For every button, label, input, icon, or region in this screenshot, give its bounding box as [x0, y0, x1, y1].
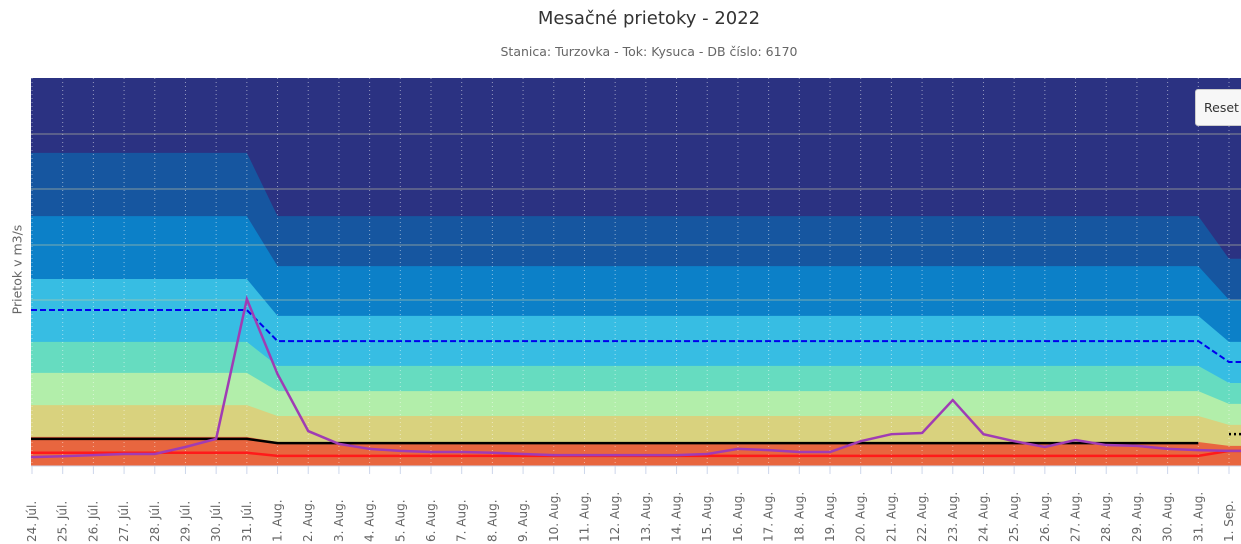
x-tick-label: 1. Aug. — [271, 499, 285, 542]
x-tick-label: 11. Aug. — [577, 492, 591, 542]
x-tick-label: 28. Aug. — [1099, 492, 1113, 542]
x-tick-label: 30. Aug. — [1161, 492, 1175, 542]
x-tick-label: 29. Aug. — [1130, 492, 1144, 542]
x-tick-label: 10. Aug. — [547, 492, 561, 542]
x-tick-label: 24. Aug. — [976, 492, 990, 542]
x-tick-label: 21. Aug. — [884, 492, 898, 542]
x-tick-label: 28. Júl. — [148, 501, 162, 542]
x-tick-label: 23. Aug. — [946, 492, 960, 542]
x-tick-label: 26. Júl. — [86, 501, 100, 542]
x-tick-label: 6. Aug. — [424, 499, 438, 542]
x-tick-label: 5. Aug. — [393, 499, 407, 542]
x-tick-label: 31. Aug. — [1191, 492, 1205, 542]
x-tick-label: 26. Aug. — [1038, 492, 1052, 542]
reset-zoom-button[interactable]: Reset — [1195, 89, 1241, 126]
x-tick-label: 25. Júl. — [56, 501, 70, 542]
x-tick-label: 7. Aug. — [455, 499, 469, 542]
x-tick-label: 16. Aug. — [731, 492, 745, 542]
x-tick-label: 27. Júl. — [117, 501, 131, 542]
series-purple — [31, 294, 1241, 459]
x-tick-label: 1. Sep. — [1222, 500, 1236, 542]
x-tick-label: 12. Aug. — [608, 492, 622, 542]
x-tick-label: 8. Aug. — [485, 499, 499, 542]
x-tick-label: 3. Aug. — [332, 499, 346, 542]
x-tick-label: 14. Aug. — [670, 492, 684, 542]
series-dashed-blue — [31, 309, 1241, 364]
x-tick-label: 31. Júl. — [240, 501, 254, 542]
x-tick-label: 20. Aug. — [854, 492, 868, 542]
x-tick-label: 29. Júl. — [178, 501, 192, 542]
x-tick-label: 18. Aug. — [792, 492, 806, 542]
x-tick-label: 17. Aug. — [762, 492, 776, 542]
x-tick-label: 19. Aug. — [823, 492, 837, 542]
series-black — [31, 437, 1199, 445]
x-tick-label: 27. Aug. — [1069, 492, 1083, 542]
chart-subtitle: Stanica: Turzovka - Tok: Kysuca - DB čís… — [500, 44, 798, 59]
x-tick-label: 24. Júl. — [25, 501, 39, 542]
chart-title: Mesačné prietoky - 2022 — [537, 8, 761, 29]
x-tick-label: 15. Aug. — [700, 492, 714, 542]
x-tick-label: 30. Júl. — [209, 501, 223, 542]
x-tick-label: 25. Aug. — [1007, 492, 1021, 542]
x-tick-label: 13. Aug. — [639, 492, 653, 542]
x-tick-label: 4. Aug. — [363, 499, 377, 542]
x-tick-label: 22. Aug. — [915, 492, 929, 542]
x-tick-label: 2. Aug. — [301, 499, 315, 542]
x-tick-label: 9. Aug. — [516, 499, 530, 542]
